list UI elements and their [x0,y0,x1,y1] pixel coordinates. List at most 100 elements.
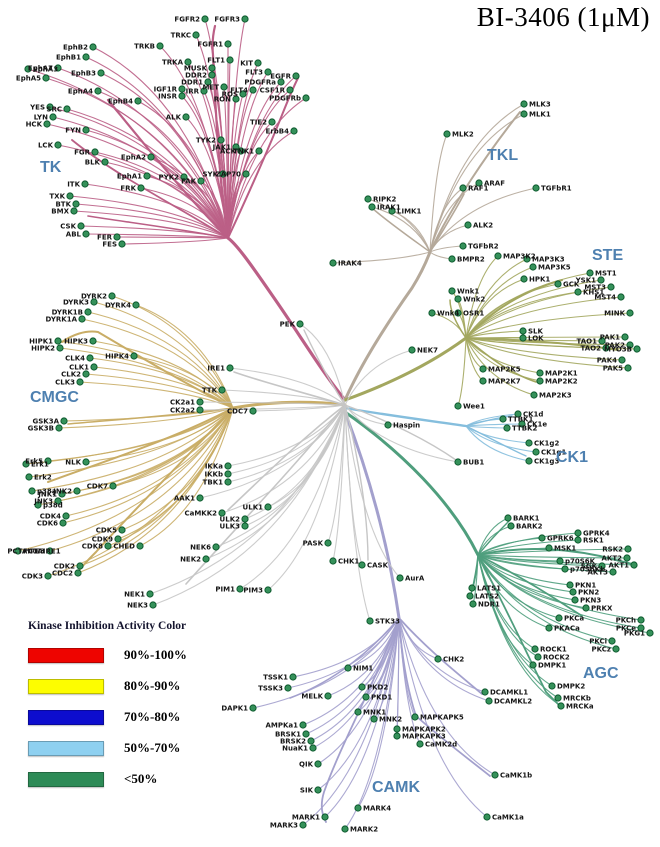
kinase-label: DCAMKL2 [494,698,532,706]
kinase-dot [321,813,329,821]
tree-twig [116,236,229,239]
kinase-label: PKN3 [580,597,601,605]
kinase-dot [76,562,84,570]
kinase-dot [454,295,462,303]
tree-twig [17,407,234,552]
tree-twig [465,336,626,339]
kinase-dot [469,600,477,608]
kinase-dot [314,786,322,794]
tree-twig [465,337,631,346]
kinase-label: CHK2 [443,656,464,664]
kinase-label: PKACa [554,625,580,633]
kinase-label: SLK [528,328,544,336]
kinase-label: CDK4 [40,513,61,521]
tree-twigs [17,18,651,830]
tree-twig [227,404,346,475]
kinase-dot [384,421,392,429]
tree-twig [465,337,629,369]
kinase-label: MAPKAPK2 [402,726,446,734]
tree-twig [465,278,525,339]
kinase-label: FAK [181,178,196,186]
kinase-dot [63,105,71,113]
kinase-dot [366,617,374,625]
legend-label: 80%-90% [124,678,181,693]
kinase-label: FRK [120,185,136,193]
kinase-label: DYRK1A [46,316,78,324]
kinase-dot [56,344,64,352]
tree-twig [80,225,229,239]
kinase-dot [428,309,436,317]
tree-twig [429,187,464,253]
tree-twig [344,404,371,622]
legend-swatch [28,771,104,787]
kinase-dot [602,344,610,352]
kinase-dot [623,554,631,562]
kinase-label: MST3 [584,284,606,292]
kinase-label: PEK [280,321,296,329]
tree-twig [398,617,490,702]
tree-twig [199,404,346,411]
kinase-label: PCTAIRE3 [7,548,45,556]
tree-twig [344,617,400,830]
tree-twig [477,554,642,621]
kinase-dot [201,15,209,23]
tree-twig [75,203,229,239]
kinase-dot [598,337,606,345]
tree-twig [137,100,229,239]
tree-twig [465,337,541,382]
group-label-TK: TK [40,159,62,176]
kinase-dot [224,470,232,478]
tree-twig [324,617,400,818]
tree-twig [398,617,421,745]
kinase-label: ROS [222,91,238,99]
kinase-dot [597,276,605,284]
kinase-dot [519,327,527,335]
kinase-label: EphA2 [121,154,146,162]
kinase-label: NEK7 [417,347,438,355]
tree-branch [398,617,483,695]
kinase-label: PKN1 [575,582,596,590]
kinase-dot [46,103,54,111]
kinase-label: IKKb [205,471,223,479]
kinase-dot [475,179,483,187]
tree-twig [431,312,467,339]
kinase-dot [618,356,626,364]
kinase-label: Haspin [393,422,420,430]
kinase-label: CDC2 [52,570,73,578]
tree-twig [477,554,613,642]
kinase-label: TGFbR1 [541,185,572,193]
kinase-dot [224,462,232,470]
kinase-dot [237,147,245,155]
kinase-label: ZAP70 [216,171,241,179]
kinase-label: NEK1 [124,591,145,599]
kinase-label: EGFR [270,73,291,81]
kinase-dot [97,69,105,77]
kinase-dot [344,664,352,672]
kinase-label: SYK [202,171,218,179]
kinase-label: IGF1R [154,86,178,94]
tree-twig [465,337,623,361]
kinase-dot [74,569,82,577]
kinase-label: MLK3 [529,101,551,109]
kinase-label: FLT1 [207,57,225,65]
kinase-dot [226,364,234,372]
kinase-dot [212,543,220,551]
legend-swatch [28,678,104,694]
kinase-dot [459,242,467,250]
tree-twig [199,404,346,499]
kinase-dot [82,53,90,61]
tree-twig [133,355,234,409]
kinase-label: SGK [581,563,598,571]
kinase-label: MARK3 [270,822,298,830]
tree-twig [465,337,541,374]
kinase-dot [25,473,33,481]
kinase-label: PKD1 [371,694,392,702]
kinase-dot [637,624,645,632]
tree-twig [93,366,234,409]
kinase-dot [626,309,634,317]
tree-twig [229,367,346,406]
tree-twig [465,279,602,339]
kinase-label: KHS1 [583,289,604,297]
kinase-label: DYRK4 [105,302,131,310]
